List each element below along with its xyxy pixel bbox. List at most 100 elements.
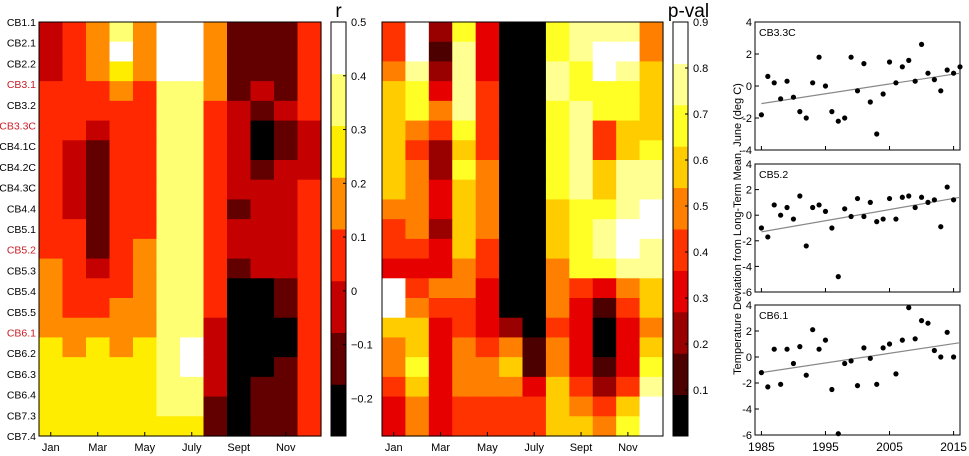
heatmap-cell — [227, 61, 252, 82]
colorbar-segment — [331, 73, 346, 126]
heatmap-cell — [86, 337, 111, 358]
heatmap-cell — [475, 298, 500, 319]
data-point — [906, 193, 912, 199]
heatmap-cell — [39, 337, 64, 358]
heatmap-cell — [592, 120, 617, 141]
colorbar-frame — [330, 21, 347, 437]
data-point — [778, 96, 784, 102]
heatmap-cell — [382, 100, 407, 122]
heatmap-cell — [499, 61, 524, 82]
heatmap-cell — [522, 258, 547, 279]
heatmap-cell — [250, 81, 275, 102]
heatmap-cell — [475, 81, 500, 102]
heatmap-cell — [109, 81, 134, 102]
heatmap-cell — [62, 317, 87, 339]
heatmap-cell — [475, 100, 500, 122]
heatmap-cell — [156, 61, 181, 82]
colorbar-tick-label: 0.1 — [693, 385, 708, 397]
heatmap-cell — [133, 317, 158, 339]
x-tick-label: 1985 — [748, 440, 775, 454]
colorbar-segment — [673, 353, 688, 396]
heatmap-cell — [428, 100, 453, 122]
colorbar-tick-label: 0.2 — [351, 178, 366, 190]
colorbar-segment — [673, 146, 688, 189]
y-tick-label: -2 — [742, 378, 752, 390]
scatter-frame — [754, 304, 961, 436]
heatmap-cell — [203, 81, 228, 102]
data-point — [886, 195, 893, 202]
heatmap-cell — [452, 337, 477, 358]
heatmap-cell — [592, 376, 617, 398]
y-tick-label: -2 — [742, 113, 752, 125]
heatmap-cell — [250, 416, 275, 437]
colorbar-segment — [331, 280, 346, 333]
heatmap-cell — [133, 238, 158, 260]
heatmap-cell — [203, 179, 228, 201]
heatmap-cell — [297, 41, 322, 63]
data-point — [912, 336, 918, 342]
data-point — [874, 219, 880, 225]
heatmap-cell — [428, 81, 453, 102]
heatmap-cell — [39, 61, 64, 82]
heatmap-cell — [250, 238, 275, 260]
colorbar-tick-label: 0.3 — [351, 125, 366, 137]
colorbar-tick-label: −0.1 — [351, 340, 373, 352]
heatmap-cell — [62, 140, 87, 161]
heatmap-cell — [180, 337, 205, 358]
heatmap-cell — [475, 238, 500, 260]
heatmap-cell — [382, 41, 407, 63]
colorbar-tick-label: 0.7 — [693, 109, 708, 121]
heatmap-cell — [86, 22, 111, 43]
heatmap-cell — [274, 357, 299, 378]
heatmap-cell — [39, 41, 64, 63]
heatmap-cell — [639, 238, 664, 260]
heatmap-cell — [616, 298, 641, 319]
heatmap-cell — [569, 219, 594, 240]
heatmap-cell — [133, 376, 158, 398]
heatmap-cell — [405, 317, 430, 339]
heatmap-cell — [203, 298, 228, 319]
heatmap-cell — [569, 278, 594, 299]
data-point — [931, 347, 937, 354]
x-tick-label: July — [182, 442, 202, 454]
heatmap-cell — [109, 120, 134, 141]
heatmap-cell — [109, 298, 134, 319]
data-point — [912, 204, 918, 211]
heatmap-cell — [569, 22, 594, 43]
heatmap-cell — [109, 199, 134, 220]
heatmap-cell — [86, 258, 111, 279]
heatmap-cell — [62, 120, 87, 141]
data-point — [810, 327, 816, 333]
heatmap-cell — [62, 179, 87, 201]
heatmap-cell — [227, 179, 252, 201]
data-point — [854, 383, 861, 389]
station-label: CB3.3C — [0, 121, 36, 133]
heatmap-cell — [452, 238, 477, 260]
heatmap-cell — [475, 41, 500, 63]
heatmap-cell — [86, 416, 111, 437]
data-point — [893, 371, 899, 377]
heatmap-cell — [203, 41, 228, 63]
data-point — [790, 360, 797, 367]
y-tick-label: -2 — [742, 236, 752, 248]
heatmap-cell — [133, 160, 158, 181]
colorbar-tick-label: 0.1 — [351, 232, 366, 244]
heatmap-cell — [639, 376, 664, 398]
colorbar-label: r — [335, 1, 342, 22]
station-label: CB3.2 — [7, 100, 36, 112]
heatmap-cell — [86, 61, 111, 82]
data-point — [797, 109, 803, 115]
station-label: CB5.2 — [7, 245, 36, 257]
heatmap-cell — [180, 238, 205, 260]
data-point — [957, 64, 963, 70]
heatmap-cell — [475, 337, 500, 358]
heatmap-cell — [452, 219, 477, 240]
heatmap-cell — [499, 357, 524, 378]
heatmap-cell — [39, 258, 64, 279]
heatmap-cell — [428, 219, 453, 240]
heatmap-cell — [405, 337, 430, 358]
heatmap-cell — [405, 22, 430, 43]
heatmap-cell — [522, 416, 547, 437]
scatter-title: CB3.3C — [759, 27, 796, 39]
scatter-panel-1: -4 -2 0 2 4 CB3.3C — [742, 17, 963, 157]
